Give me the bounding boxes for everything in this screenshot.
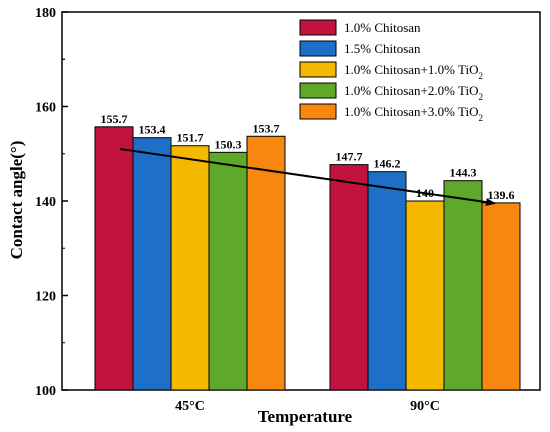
y-tick-label-2: 140 (35, 195, 56, 210)
legend-label-4: 1.0% Chitosan+3.0% TiO2 (344, 104, 483, 123)
data-label-0-4: 153.7 (253, 121, 280, 135)
data-label-1-0: 147.7 (336, 150, 363, 164)
legend-swatch-3 (299, 82, 337, 99)
bar-1-0 (329, 164, 369, 391)
bar-0-3 (208, 151, 248, 391)
data-label-1-4: 139.6 (488, 188, 515, 202)
legend-swatch-0 (299, 19, 337, 36)
trend-arrow-line (119, 148, 496, 207)
legend-label-1: 1.5% Chitosan (344, 41, 421, 56)
data-label-1-1: 146.2 (374, 157, 401, 171)
bar-1-2 (405, 200, 445, 391)
y-axis-title: Contact angle(°) (7, 141, 26, 260)
bar-1-3 (443, 180, 483, 391)
bar-0-1 (132, 137, 172, 391)
bar-0-2 (170, 145, 210, 391)
x-axis-title: Temperature (258, 407, 353, 426)
legend-swatch-1 (299, 40, 337, 57)
legend-swatch-2 (299, 61, 337, 78)
legend: 1.0% Chitosan 1.5% Chitosan 1.0% Chitosan+… (299, 19, 483, 123)
legend-swatch-4 (299, 103, 337, 120)
bars (94, 126, 521, 391)
x-tick-label-0: 45°C (175, 399, 205, 414)
y-tick-label-0: 100 (35, 384, 56, 399)
bar-1-1 (367, 171, 407, 391)
data-label-0-2: 151.7 (177, 131, 204, 145)
x-tick-label-1: 90°C (410, 399, 440, 414)
y-axis: 100 120 140 160 180 (35, 6, 68, 399)
y-tick-label-3: 160 (35, 101, 56, 116)
legend-label-3: 1.0% Chitosan+2.0% TiO2 (344, 83, 483, 102)
data-label-0-0: 155.7 (101, 112, 128, 126)
legend-label-2: 1.0% Chitosan+1.0% TiO2 (344, 62, 483, 81)
y-tick-label-4: 180 (35, 6, 56, 21)
data-label-0-3: 150.3 (215, 137, 242, 151)
bar-0-4 (246, 135, 286, 391)
bar-0-0 (94, 126, 134, 391)
plot-area: 100 120 140 160 180 45°C 90°C 155.7 153.4 151.7… (35, 6, 541, 414)
legend-label-0: 1.0% Chitosan (344, 20, 421, 35)
y-tick-label-1: 120 (35, 290, 56, 305)
data-labels: 155.7153.4151.7150.3153.7147.7146.214014… (101, 112, 515, 202)
data-label-1-3: 144.3 (450, 166, 477, 180)
data-label-0-1: 153.4 (139, 123, 166, 137)
trend-arrow (119, 148, 496, 207)
bar-1-4 (481, 202, 521, 391)
